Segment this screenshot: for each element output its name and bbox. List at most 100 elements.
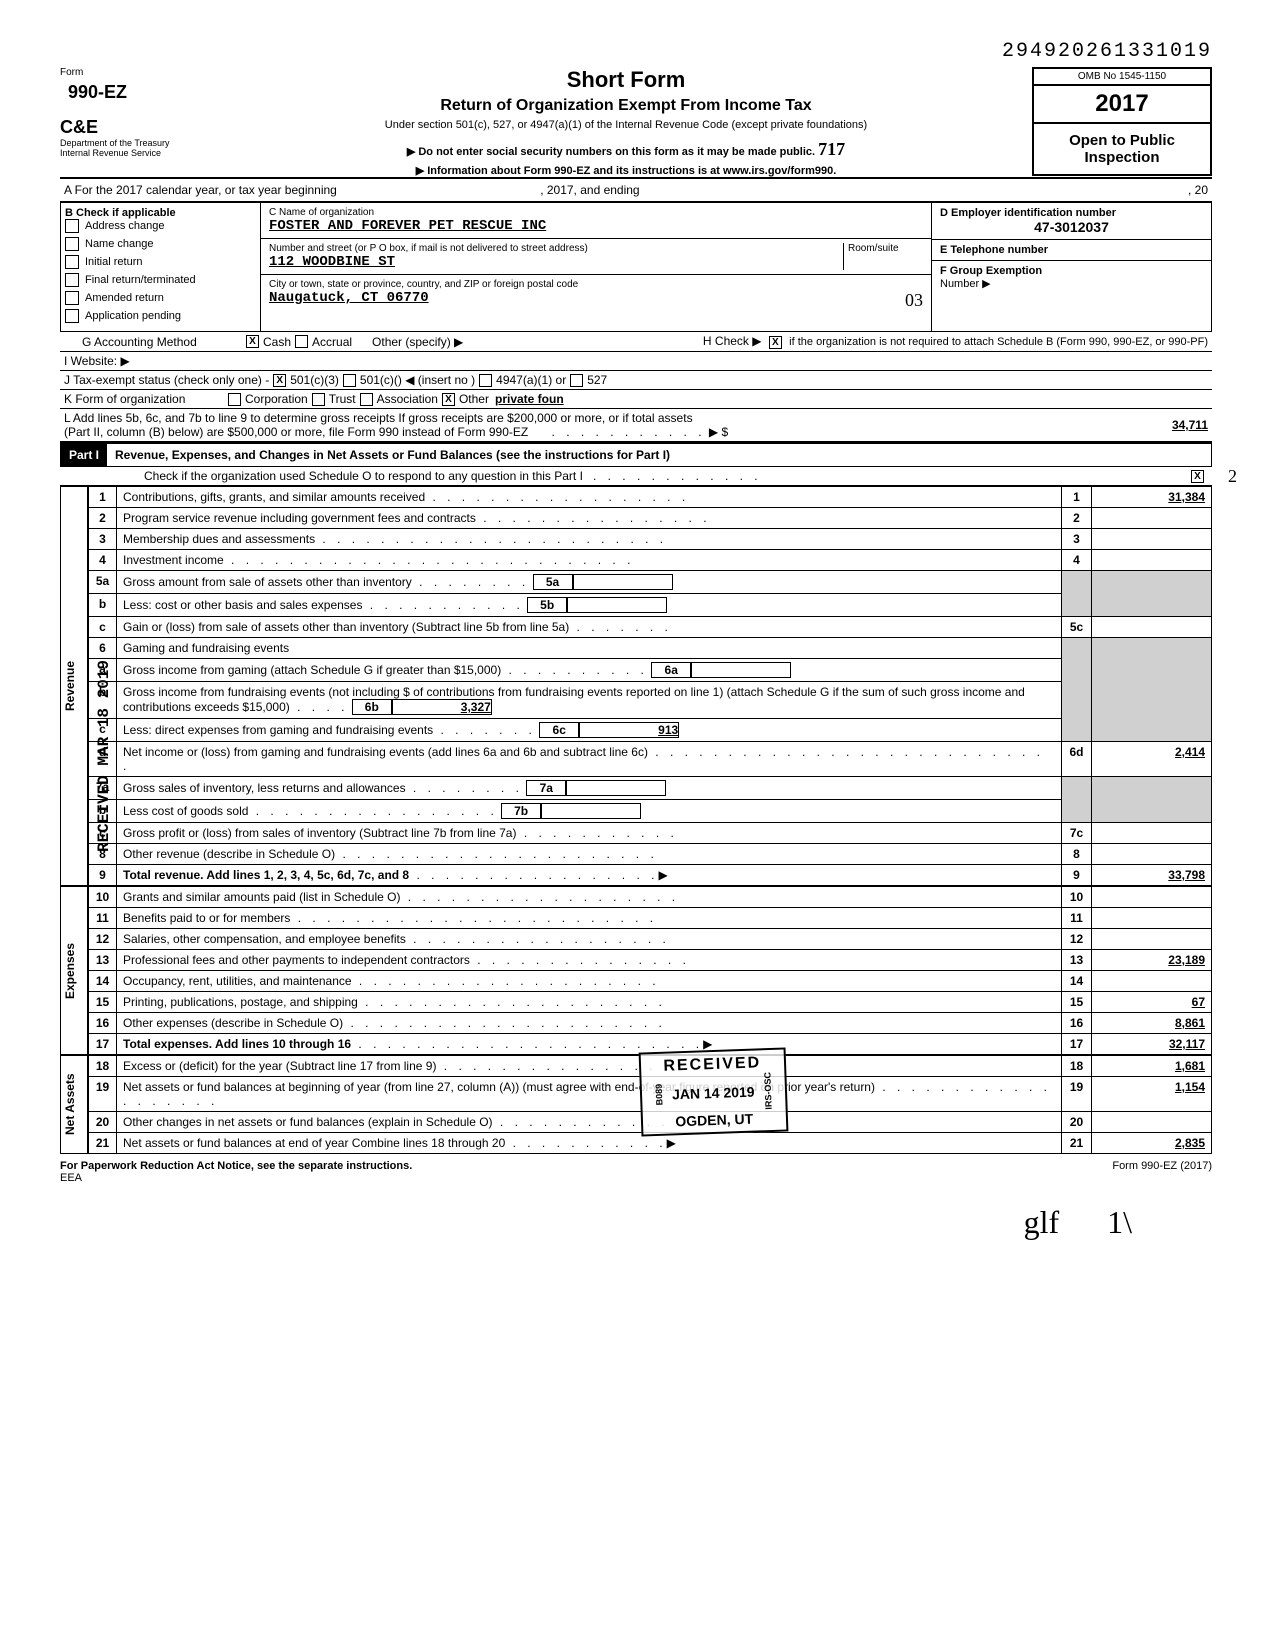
section-b-label: B Check if applicable — [65, 207, 256, 219]
check-name-change[interactable]: Name change — [65, 237, 256, 251]
stamp-date: JAN 14 2019 — [672, 1083, 755, 1102]
open-public: Open to Public Inspection — [1034, 124, 1210, 174]
sched-o-text: Check if the organization used Schedule … — [144, 469, 583, 483]
check-amended[interactable]: Amended return — [65, 291, 256, 305]
check-address-change[interactable]: Address change — [65, 219, 256, 233]
tax-year: 2017 — [1034, 86, 1210, 124]
street-label: Number and street (or P O box, if mail i… — [269, 243, 843, 254]
line-14: 14Occupancy, rent, utilities, and mainte… — [89, 971, 1212, 992]
row-l-gross-receipts: L Add lines 5b, 6c, and 7b to line 9 to … — [60, 409, 1212, 443]
line-7a: 7aGross sales of inventory, less returns… — [89, 777, 1212, 800]
line-13: 13Professional fees and other payments t… — [89, 950, 1212, 971]
form-subtitle: Return of Organization Exempt From Incom… — [240, 97, 1012, 115]
line-6c: cLess: direct expenses from gaming and f… — [89, 719, 1212, 742]
warning-text: ▶ Do not enter social security numbers o… — [407, 146, 815, 158]
footer: For Paperwork Reduction Act Notice, see … — [60, 1160, 1212, 1184]
row-k-org-form: K Form of organization Corporation Trust… — [60, 390, 1212, 409]
footer-left: For Paperwork Reduction Act Notice, see … — [60, 1160, 412, 1172]
group-exemption-label: F Group Exemption — [940, 265, 1203, 277]
form-prefix: Form — [60, 67, 220, 78]
sched-o-checkbox[interactable]: X — [1191, 470, 1204, 483]
section-a-tax-year: A For the 2017 calendar year, or tax yea… — [60, 177, 1212, 202]
phone-label: E Telephone number — [940, 244, 1203, 256]
dept-treasury: Department of the Treasury — [60, 138, 220, 148]
ce-mark: C&E — [60, 117, 220, 138]
line-6a: aGross income from gaming (attach Schedu… — [89, 659, 1212, 682]
other-org-checkbox[interactable]: X — [442, 393, 455, 406]
city-state-zip: Naugatuck, CT 06770 — [269, 290, 429, 311]
k-label: K Form of organization — [64, 392, 224, 406]
address-block: B Check if applicable Address change Nam… — [60, 202, 1212, 332]
ssn-warning: ▶ Do not enter social security numbers o… — [240, 139, 1012, 160]
netassets-side-label: Net Assets — [60, 1055, 88, 1154]
h-label: H Check ▶ — [703, 334, 762, 348]
gross-receipts-value: 34,711 — [1088, 418, 1208, 432]
form-header: Form 990-EZ C&E Department of the Treasu… — [60, 67, 1212, 177]
g-label: G Accounting Method — [82, 335, 242, 349]
l-label-2: (Part II, column (B) below) are $500,000… — [64, 425, 528, 439]
document-locator-number: 294920261331019 — [60, 40, 1212, 63]
stamp-side: IRS-OSC — [762, 1072, 773, 1110]
part1-sched-o: Check if the organization used Schedule … — [60, 467, 1212, 486]
footer-eea: EEA — [60, 1172, 82, 1184]
line-7c: cGross profit or (loss) from sales of in… — [89, 823, 1212, 844]
line-11: 11Benefits paid to or for members . . . … — [89, 908, 1212, 929]
corp-checkbox[interactable] — [228, 393, 241, 406]
cash-checkbox[interactable]: X — [246, 335, 259, 348]
org-name-label: C Name of organization — [269, 207, 923, 218]
501c3-checkbox[interactable]: X — [273, 374, 286, 387]
section-a-end: , 20 — [1188, 183, 1208, 197]
footer-right: Form 990-EZ (2017) — [1112, 1160, 1212, 1184]
check-application-pending[interactable]: Application pending — [65, 309, 256, 323]
other-org-value: private foun — [495, 392, 564, 406]
stamp-code: B089 — [654, 1084, 665, 1106]
room-suite-label: Room/suite — [848, 243, 923, 254]
line-7b: bLess cost of goods sold . . . . . . . .… — [89, 800, 1212, 823]
section-a-mid: , 2017, and ending — [540, 183, 639, 197]
other-method: Other (specify) ▶ — [372, 335, 463, 349]
street-address: 112 WOODBINE ST — [269, 254, 395, 270]
group-exemption-sub: Number ▶ — [940, 277, 1203, 290]
under-section: Under section 501(c), 527, or 4947(a)(1)… — [240, 119, 1012, 131]
row-g-accounting: G Accounting Method XCash Accrual Other … — [60, 332, 1212, 352]
expenses-side-label: Expenses — [60, 886, 88, 1055]
line-15: 15Printing, publications, postage, and s… — [89, 992, 1212, 1013]
line-5a: 5aGross amount from sale of assets other… — [89, 571, 1212, 594]
501c-checkbox[interactable] — [343, 374, 356, 387]
h-text: if the organization is not required to a… — [789, 336, 1208, 348]
website-label: I Website: ▶ — [64, 354, 130, 368]
527-checkbox[interactable] — [570, 374, 583, 387]
omb-number: OMB No 1545-1150 — [1034, 69, 1210, 86]
part1-title: Revenue, Expenses, and Changes in Net As… — [107, 444, 678, 466]
city-label: City or town, state or province, country… — [269, 279, 923, 290]
received-side-stamp: RECEIVED MAR 18 2019 — [95, 660, 113, 852]
part1-label: Part I — [61, 444, 107, 466]
line-4: 4Investment income . . . . . . . . . . .… — [89, 550, 1212, 571]
line-16: 16Other expenses (describe in Schedule O… — [89, 1013, 1212, 1034]
org-name: FOSTER AND FOREVER PET RESCUE INC — [269, 218, 546, 234]
signature: glf 1\ — [60, 1204, 1212, 1241]
ein-value: 47-3012037 — [940, 219, 1203, 235]
accrual-checkbox[interactable] — [295, 335, 308, 348]
info-link: ▶ Information about Form 990-EZ and its … — [240, 164, 1012, 177]
line-1: 1Contributions, gifts, grants, and simil… — [89, 487, 1212, 508]
check-final-return[interactable]: Final return/terminated — [65, 273, 256, 287]
4947-checkbox[interactable] — [479, 374, 492, 387]
revenue-side-label: Revenue — [60, 486, 88, 886]
line-5b: bLess: cost or other basis and sales exp… — [89, 594, 1212, 617]
line-8: 8Other revenue (describe in Schedule O) … — [89, 844, 1212, 865]
l-arrow: ▶ $ — [709, 425, 728, 439]
line-9: 9Total revenue. Add lines 1, 2, 3, 4, 5c… — [89, 865, 1212, 886]
assoc-checkbox[interactable] — [360, 393, 373, 406]
handwritten-margin-2: 2 — [1228, 466, 1237, 487]
line-5c: cGain or (loss) from sale of assets othe… — [89, 617, 1212, 638]
line-3: 3Membership dues and assessments . . . .… — [89, 529, 1212, 550]
revenue-table: 1Contributions, gifts, grants, and simil… — [88, 486, 1212, 886]
line-6d: dNet income or (loss) from gaming and fu… — [89, 742, 1212, 777]
line-12: 12Salaries, other compensation, and empl… — [89, 929, 1212, 950]
check-initial-return[interactable]: Initial return — [65, 255, 256, 269]
trust-checkbox[interactable] — [312, 393, 325, 406]
h-checkbox[interactable]: X — [769, 336, 782, 349]
form-number: 990-EZ — [60, 78, 200, 107]
irs-label: Internal Revenue Service — [60, 148, 220, 158]
